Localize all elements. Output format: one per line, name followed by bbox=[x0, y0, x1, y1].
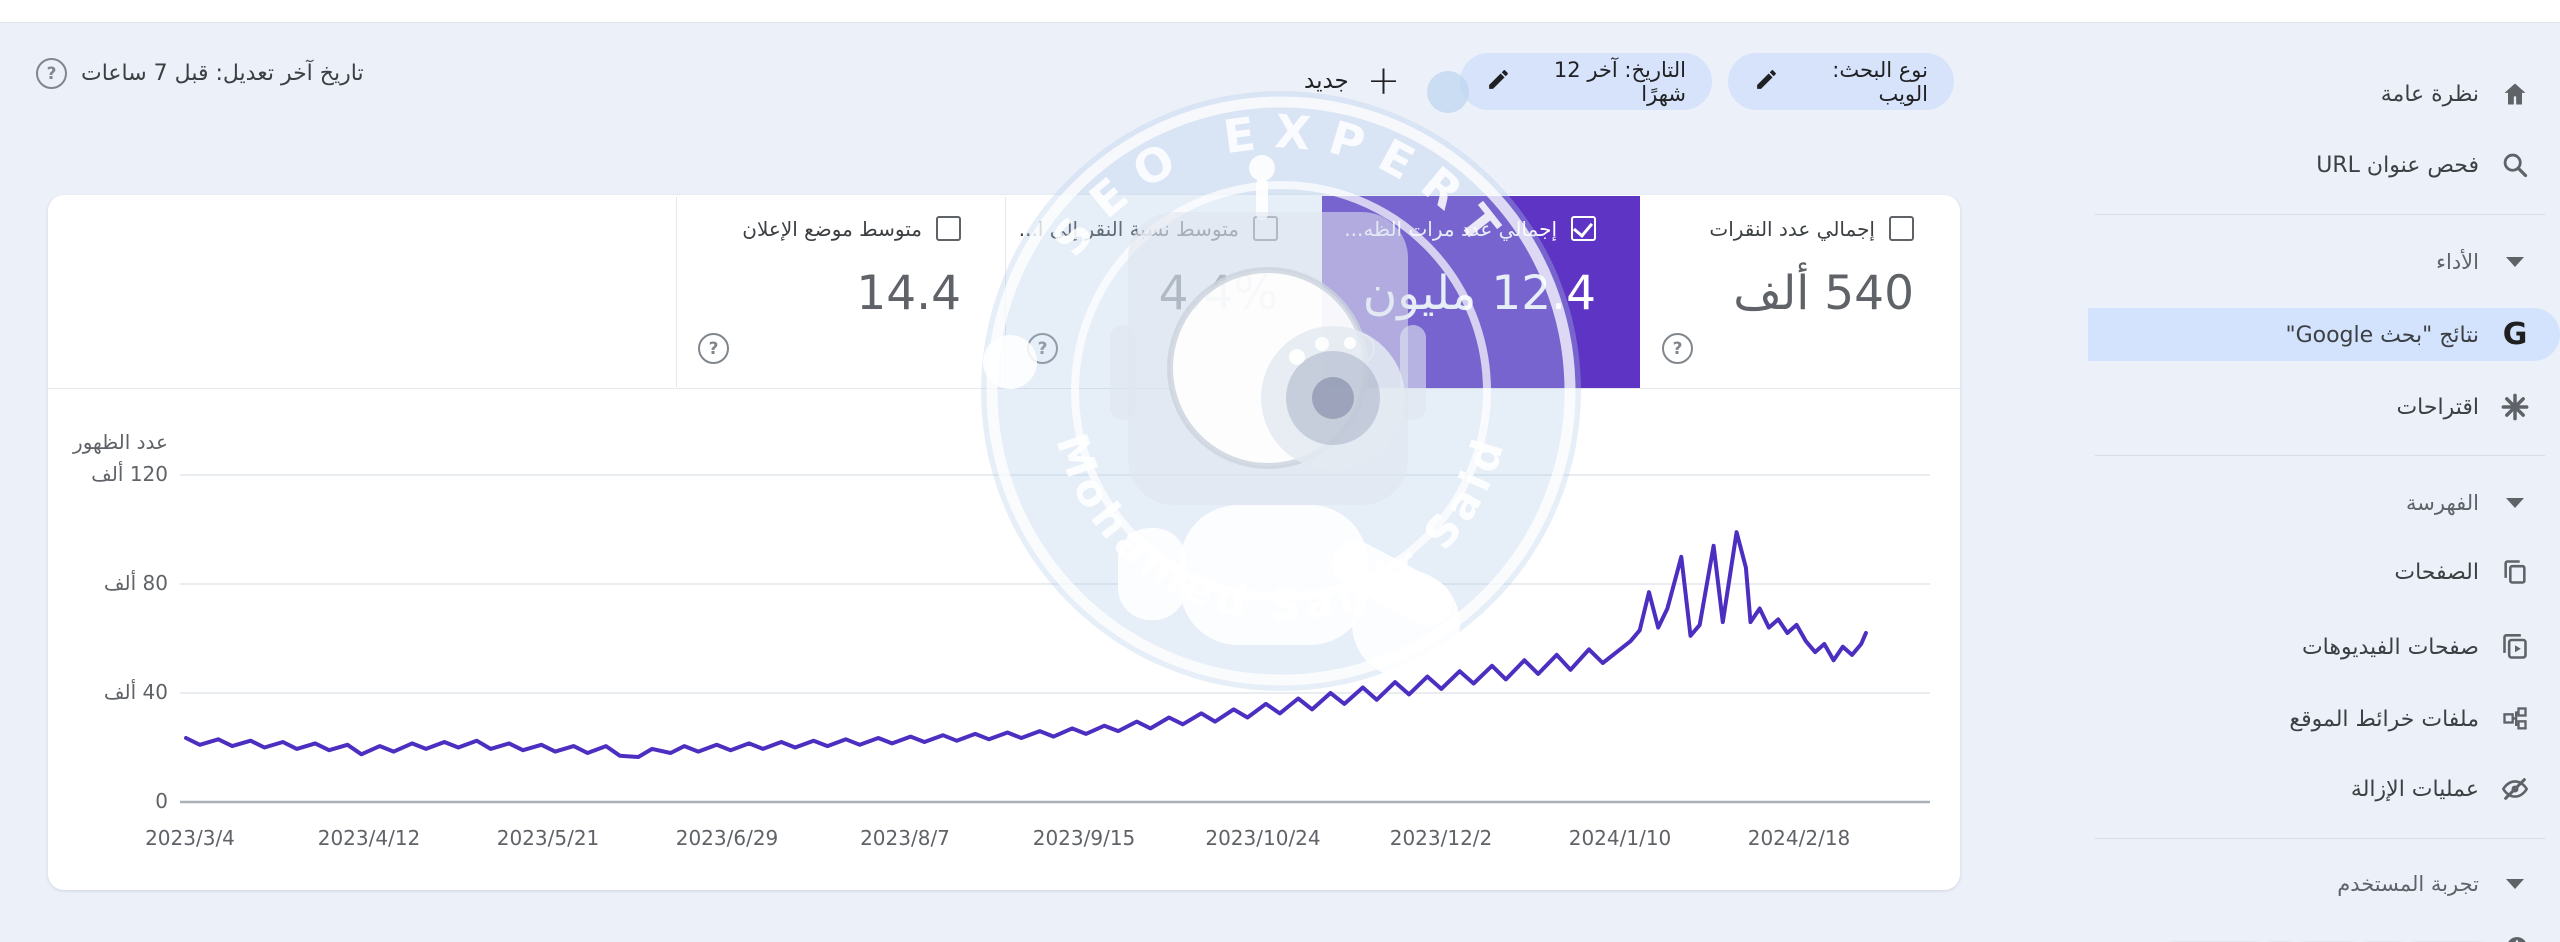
home-icon bbox=[2498, 80, 2532, 108]
help-icon[interactable]: ? bbox=[1027, 333, 1058, 364]
help-icon[interactable]: ? bbox=[1662, 333, 1693, 364]
help-icon[interactable]: ? bbox=[36, 58, 67, 89]
sidebar-item-search-results[interactable]: G نتائج "بحث Google" bbox=[2082, 307, 2560, 363]
search-icon bbox=[2498, 151, 2532, 179]
help-icon[interactable]: ? bbox=[698, 333, 729, 364]
google-g-icon: G bbox=[2502, 317, 2528, 352]
plus-icon: + bbox=[1366, 58, 1401, 104]
sidebar-item-label: الصفحات bbox=[2394, 559, 2479, 585]
impressions-card-value: 12.4 مليون bbox=[1362, 266, 1596, 321]
average-position-card[interactable]: متوسط موضع الإعلان 14.4 ? bbox=[676, 196, 1005, 388]
sidebar-item-label: عمليات الإزالة bbox=[2350, 776, 2479, 802]
edit-pencil-icon bbox=[1486, 67, 1511, 97]
navigation-sidebar: نظرة عامة فحص عنوان URL الأداء G نتائج "… bbox=[2082, 22, 2560, 942]
sidebar-divider bbox=[2095, 455, 2545, 456]
chevron-down-icon bbox=[2498, 257, 2532, 267]
x-tick: 2024/2/18 bbox=[1747, 826, 1851, 850]
ctr-card-label: متوسط نسبة النقر إلى ا... bbox=[1018, 216, 1239, 241]
top-header-strip bbox=[0, 0, 2560, 23]
y-tick-120k: 120 ألف bbox=[91, 462, 168, 486]
sidebar-section-label: الأداء bbox=[2436, 250, 2479, 274]
sidebar-section-performance[interactable]: الأداء bbox=[2082, 234, 2560, 290]
sidebar-divider bbox=[2095, 214, 2545, 215]
card-row-border bbox=[48, 388, 1960, 389]
selected-item-highlight bbox=[2088, 308, 2560, 361]
chevron-down-icon bbox=[2498, 879, 2532, 889]
sidebar-item-label: صفحات الفيديوهات bbox=[2301, 634, 2479, 660]
sidebar-item-pages[interactable]: الصفحات bbox=[2082, 544, 2560, 600]
sidebar-item-discover[interactable]: اقتراحات bbox=[2082, 379, 2560, 435]
asterisk-icon bbox=[2498, 393, 2532, 421]
impressions-checkbox-checked[interactable] bbox=[1571, 216, 1596, 241]
y-axis-title: عدد الظهور bbox=[73, 430, 168, 454]
ctr-card-value: 4.4% bbox=[1158, 266, 1278, 321]
search-type-filter-chip[interactable]: نوع البحث: الويب bbox=[1728, 53, 1954, 110]
eye-off-icon bbox=[2498, 775, 2532, 803]
date-filter-chip[interactable]: التاريخ: آخر 12 شهرًا bbox=[1460, 53, 1712, 110]
last-update-note: ? تاريخ آخر تعديل: قبل 7 ساعات bbox=[36, 58, 364, 89]
sidebar-item-label: نتائج "بحث Google" bbox=[2285, 322, 2479, 348]
new-filter-button[interactable]: + جديد bbox=[1296, 52, 1408, 110]
average-ctr-card[interactable]: متوسط نسبة النقر إلى ا... 4.4% ? bbox=[1005, 196, 1322, 388]
sidebar-section-label: تجربة المستخدم bbox=[2337, 872, 2479, 896]
sidebar-section-label: الفهرسة bbox=[2406, 491, 2479, 515]
sidebar-item-partially-visible[interactable] bbox=[2102, 934, 2532, 942]
help-icon[interactable]: ? bbox=[1344, 333, 1375, 364]
impressions-card-label: إجمالي عدد مرات الظه... bbox=[1344, 216, 1557, 241]
new-filter-label: جديد bbox=[1304, 68, 1349, 94]
clicks-checkbox[interactable] bbox=[1889, 216, 1914, 241]
globe-icon bbox=[2502, 932, 2532, 942]
chevron-down-icon bbox=[2498, 498, 2532, 508]
x-tick: 2023/8/7 bbox=[860, 826, 950, 850]
x-tick: 2023/5/21 bbox=[496, 826, 600, 850]
y-tick-40k: 40 ألف bbox=[103, 680, 168, 704]
search-type-label: نوع البحث: الويب bbox=[1832, 57, 1928, 106]
sidebar-item-url-inspection[interactable]: فحص عنوان URL bbox=[2082, 137, 2560, 193]
x-tick: 2023/4/12 bbox=[317, 826, 421, 850]
x-tick: 2024/1/10 bbox=[1568, 826, 1672, 850]
sidebar-item-removals[interactable]: عمليات الإزالة bbox=[2082, 761, 2560, 817]
x-tick: 2023/9/15 bbox=[1032, 826, 1136, 850]
total-impressions-card[interactable]: إجمالي عدد مرات الظه... 12.4 مليون ? bbox=[1322, 196, 1640, 388]
clicks-card-value: 540 ألف bbox=[1733, 266, 1914, 321]
sidebar-item-label: اقتراحات bbox=[2396, 394, 2479, 420]
sidebar-section-indexing[interactable]: الفهرسة bbox=[2082, 475, 2560, 531]
x-tick: 2023/3/4 bbox=[145, 826, 235, 850]
y-tick-0: 0 bbox=[155, 789, 168, 813]
total-clicks-card[interactable]: إجمالي عدد النقرات 540 ألف ? bbox=[1640, 196, 1958, 388]
sidebar-section-experience[interactable]: تجربة المستخدم bbox=[2082, 856, 2560, 912]
card-divider bbox=[676, 197, 677, 387]
date-filter-label: التاريخ: آخر 12 شهرًا bbox=[1553, 57, 1686, 106]
sidebar-item-label: ملفات خرائط الموقع bbox=[2289, 706, 2479, 732]
x-tick: 2023/12/2 bbox=[1389, 826, 1493, 850]
last-update-text: تاريخ آخر تعديل: قبل 7 ساعات bbox=[81, 61, 364, 86]
sidebar-item-sitemaps[interactable]: ملفات خرائط الموقع bbox=[2082, 691, 2560, 747]
clicks-card-label: إجمالي عدد النقرات bbox=[1709, 216, 1875, 241]
y-tick-80k: 80 ألف bbox=[103, 571, 168, 595]
position-checkbox[interactable] bbox=[936, 216, 961, 241]
sidebar-item-label: فحص عنوان URL bbox=[2316, 152, 2479, 178]
sidebar-item-overview[interactable]: نظرة عامة bbox=[2082, 66, 2560, 122]
sidebar-divider bbox=[2095, 838, 2545, 839]
sidebar-item-video-pages[interactable]: صفحات الفيديوهات bbox=[2082, 619, 2560, 675]
ctr-checkbox[interactable] bbox=[1253, 216, 1278, 241]
edit-pencil-icon bbox=[1754, 67, 1779, 97]
video-pages-icon bbox=[2498, 633, 2532, 661]
x-tick: 2023/10/24 bbox=[1205, 826, 1321, 850]
sitemap-icon bbox=[2498, 705, 2532, 733]
pages-copy-icon bbox=[2498, 558, 2532, 586]
position-card-label: متوسط موضع الإعلان bbox=[742, 216, 922, 241]
x-tick: 2023/6/29 bbox=[675, 826, 779, 850]
position-card-value: 14.4 bbox=[856, 266, 961, 321]
sidebar-item-label: نظرة عامة bbox=[2380, 81, 2479, 107]
